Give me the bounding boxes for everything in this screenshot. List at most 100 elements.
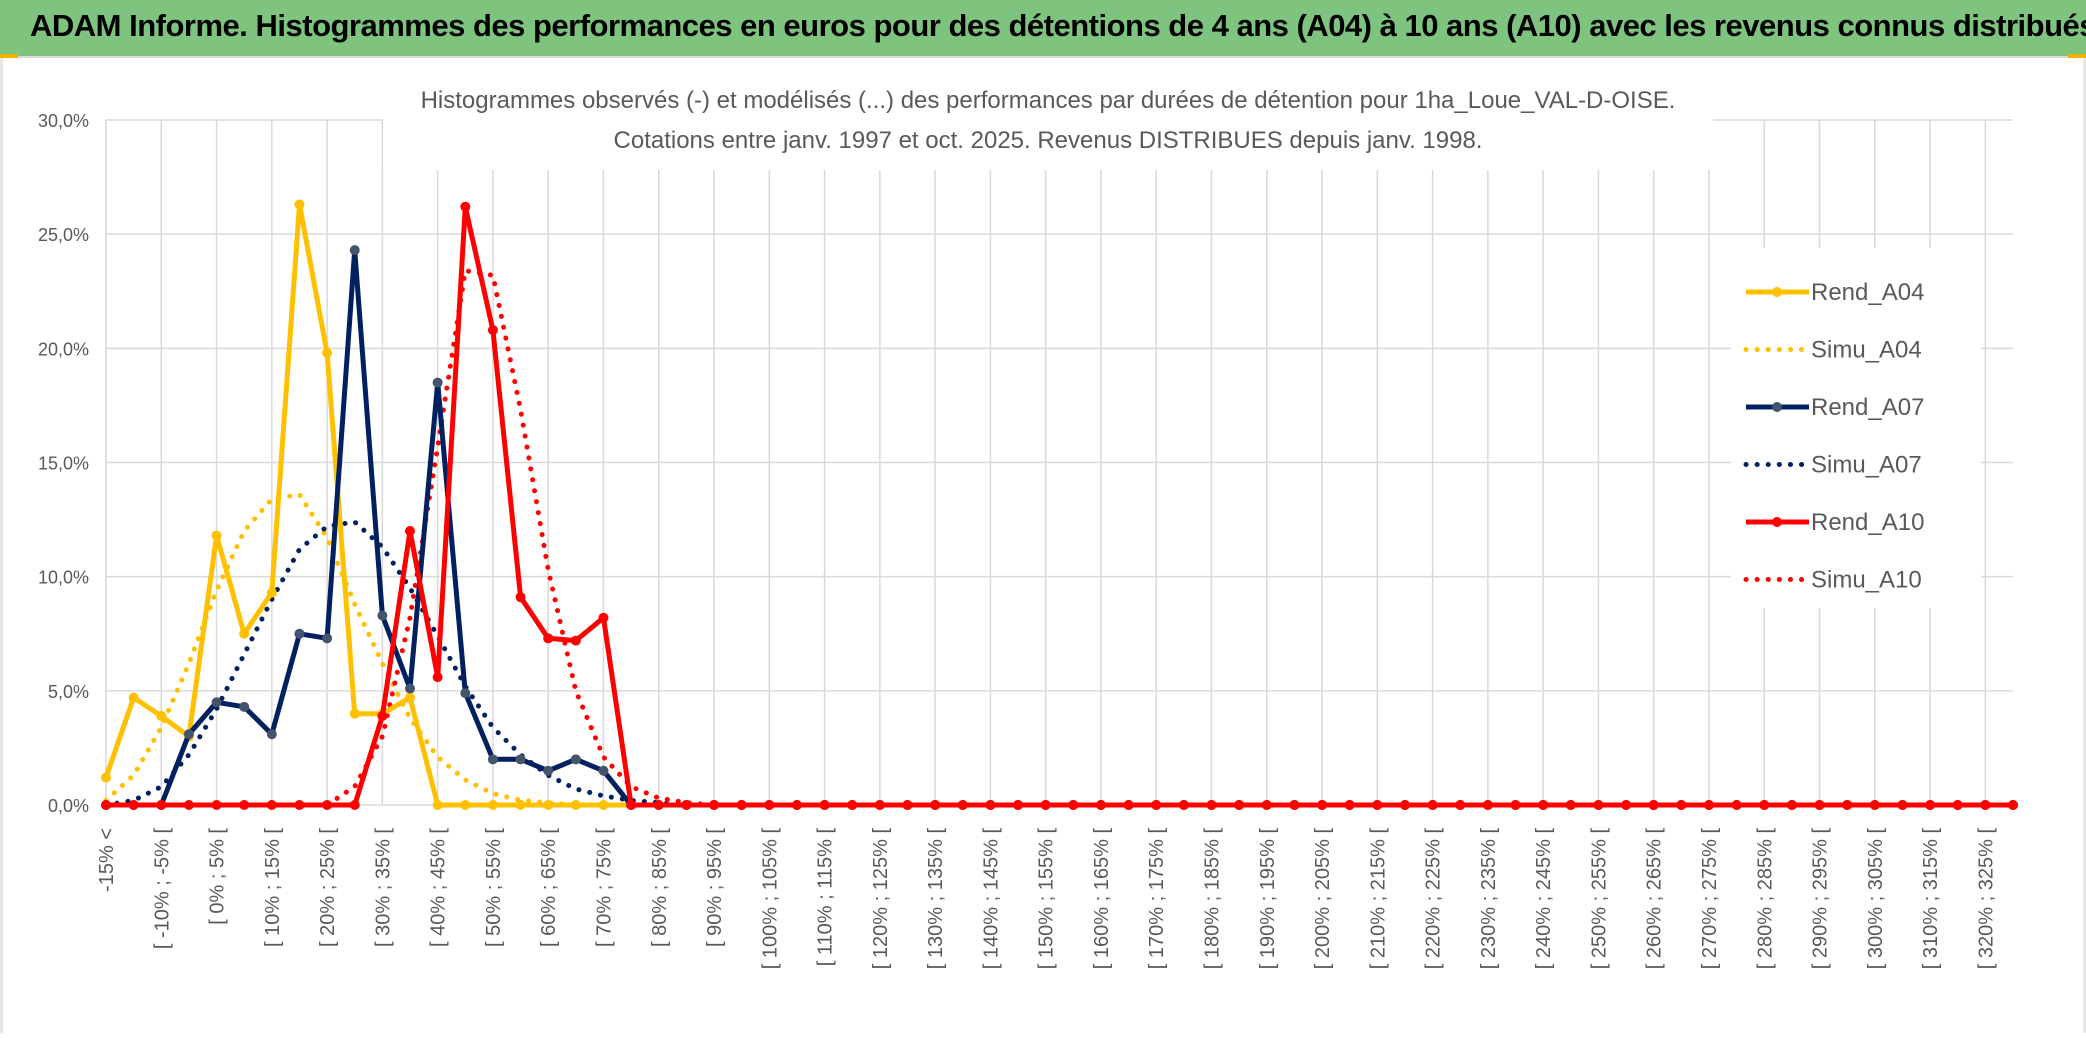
legend-item-Simu_A07: Simu_A07 — [1743, 452, 1922, 479]
data-point — [626, 800, 637, 810]
y-tick-label: 0,0% — [48, 796, 89, 816]
x-tick-label: [ 140% ; 145% [ — [980, 828, 1002, 970]
x-tick-label: [ 120% ; 125% [ — [870, 828, 892, 970]
y-tick-label: 5,0% — [48, 682, 89, 702]
legend-item-Simu_A04: Simu_A04 — [1743, 337, 1922, 364]
data-point — [294, 628, 305, 639]
x-tick-label: [ 320% ; 325% [ — [1975, 828, 1997, 970]
legend-label: Rend_A10 — [1811, 509, 1924, 536]
x-tick-label: [ 220% ; 225% [ — [1423, 828, 1445, 970]
data-point — [570, 800, 581, 810]
data-point — [1178, 800, 1189, 810]
data-point — [460, 201, 471, 212]
data-point — [709, 800, 720, 810]
x-tick-label: [ 110% ; 115% [ — [815, 828, 837, 967]
y-tick-label: 20,0% — [38, 339, 89, 359]
data-point — [349, 800, 360, 810]
data-point — [487, 754, 498, 765]
data-point — [487, 325, 498, 336]
legend-marker — [1772, 287, 1782, 297]
data-point — [515, 800, 526, 810]
legend-item-Simu_A10: Simu_A10 — [1743, 567, 1922, 594]
data-point — [377, 710, 388, 721]
data-point — [432, 377, 443, 388]
data-point — [598, 765, 609, 776]
data-point — [543, 800, 554, 810]
chart-area: 0,0% 5,0% 10,0% 15,0% 20,0% 25,0% 30,0% -15% <… — [0, 58, 2086, 1033]
data-point — [1842, 800, 1853, 810]
series-line-Rend_A07 — [106, 247, 2013, 808]
series-Simu_A10 — [103, 268, 2016, 808]
data-point — [432, 800, 443, 810]
x-tick-label: [ 150% ; 155% [ — [1036, 828, 1058, 970]
data-point — [1095, 800, 1106, 810]
x-tick-label: [ 10% ; 15% [ — [262, 828, 284, 947]
y-axis-tick-labels: 0,0% 5,0% 10,0% 15,0% 20,0% 25,0% 30,0% — [38, 111, 89, 816]
data-point — [266, 800, 277, 810]
data-point — [1261, 800, 1272, 810]
x-tick-label: [ 240% ; 245% [ — [1533, 828, 1555, 970]
data-point — [156, 800, 167, 810]
series-layer — [101, 199, 2018, 810]
performance-histogram-chart: 0,0% 5,0% 10,0% 15,0% 20,0% 25,0% 30,0% -15% <… — [38, 60, 2018, 970]
series-Rend_A10 — [101, 201, 2018, 810]
x-tick-label: [ -10% ; -5% [ — [151, 828, 173, 950]
data-point — [322, 800, 333, 810]
grid-layer — [105, 119, 2013, 806]
data-point — [1814, 800, 1825, 810]
data-point — [1013, 800, 1024, 810]
data-point — [239, 800, 250, 810]
data-point — [1123, 800, 1134, 810]
legend-item-Rend_A07: Rend_A07 — [1746, 394, 1924, 421]
x-tick-label: [ 210% ; 215% [ — [1367, 828, 1389, 970]
data-point — [1593, 800, 1604, 810]
x-tick-label: [ 200% ; 205% [ — [1312, 828, 1334, 970]
data-point — [322, 347, 333, 358]
data-point — [1952, 800, 1963, 810]
data-point — [1621, 800, 1632, 810]
corner-accent-left — [0, 54, 18, 58]
x-axis-tick-labels: -15% < [ -10% ; -5% [[ 0% ; 5% [[ 10% ; 1… — [96, 828, 1997, 970]
data-point — [681, 800, 692, 810]
legend-label: Rend_A07 — [1811, 394, 1924, 421]
data-point — [128, 800, 139, 810]
data-point — [764, 800, 775, 810]
data-point — [101, 772, 111, 783]
data-point — [405, 526, 416, 536]
series-line-Rend_A10 — [106, 204, 2013, 808]
data-point — [570, 635, 581, 646]
data-point — [1759, 800, 1770, 810]
legend-label: Simu_A04 — [1811, 337, 1922, 364]
data-point — [570, 754, 581, 765]
title-backdrop — [383, 60, 1713, 170]
data-point — [653, 800, 664, 810]
legend-marker — [1772, 402, 1782, 412]
y-tick-label: 30,0% — [38, 111, 89, 131]
data-point — [1510, 800, 1521, 810]
x-tick-label: [ 70% ; 75% [ — [593, 828, 615, 947]
data-point — [266, 729, 277, 740]
data-point — [598, 612, 609, 623]
chart-title-block: Histogrammes observés (-) et modélisés (… — [383, 60, 1713, 170]
data-point — [1786, 800, 1797, 810]
data-point — [1399, 800, 1410, 810]
corner-accent-right — [2068, 54, 2086, 58]
legend-label: Simu_A07 — [1811, 452, 1922, 479]
data-point — [791, 800, 802, 810]
data-point — [1703, 800, 1714, 810]
data-point — [349, 708, 360, 719]
x-tick-label: [ 250% ; 255% [ — [1588, 828, 1610, 970]
data-point — [1897, 800, 1908, 810]
data-point — [349, 245, 360, 256]
data-point — [183, 800, 194, 810]
data-point — [1648, 800, 1659, 810]
data-point — [405, 683, 416, 694]
data-point — [487, 800, 498, 810]
data-point — [1040, 800, 1051, 810]
data-point — [1344, 800, 1355, 810]
x-tick-label: [ 310% ; 315% [ — [1920, 828, 1942, 970]
data-point — [1980, 800, 1991, 810]
data-point — [1427, 800, 1438, 810]
data-point — [515, 754, 526, 765]
legend-item-Rend_A10: Rend_A10 — [1746, 509, 1924, 536]
